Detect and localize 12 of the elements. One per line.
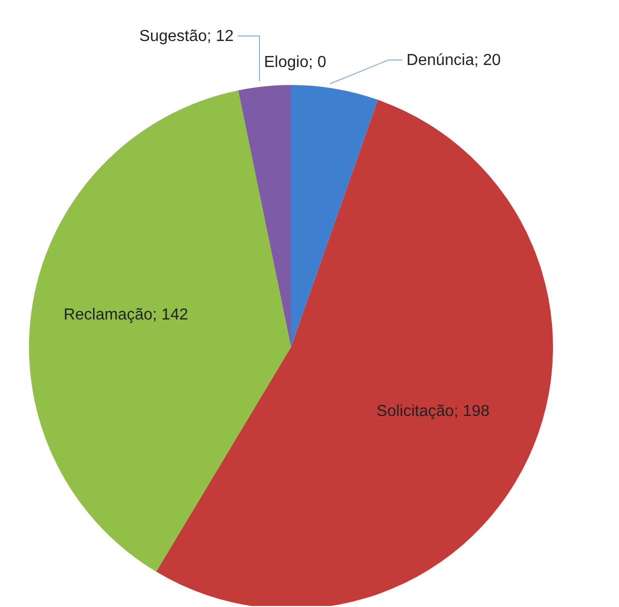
slice-label: Denúncia	[406, 52, 474, 68]
data-label: ; 12	[206, 28, 234, 44]
slice-label: Sugestão	[139, 28, 208, 44]
data-label: ; 198	[454, 402, 490, 420]
pie-slice	[238, 85, 291, 347]
slice-label: Reclamação	[64, 306, 153, 324]
data-label: ; 142	[152, 306, 188, 324]
data-label: ; 20	[474, 52, 501, 68]
slice-label: Solicitação	[376, 402, 454, 420]
text: ; 0	[308, 54, 326, 70]
pie-slice	[291, 85, 378, 347]
category-label: Elogio	[264, 54, 308, 70]
